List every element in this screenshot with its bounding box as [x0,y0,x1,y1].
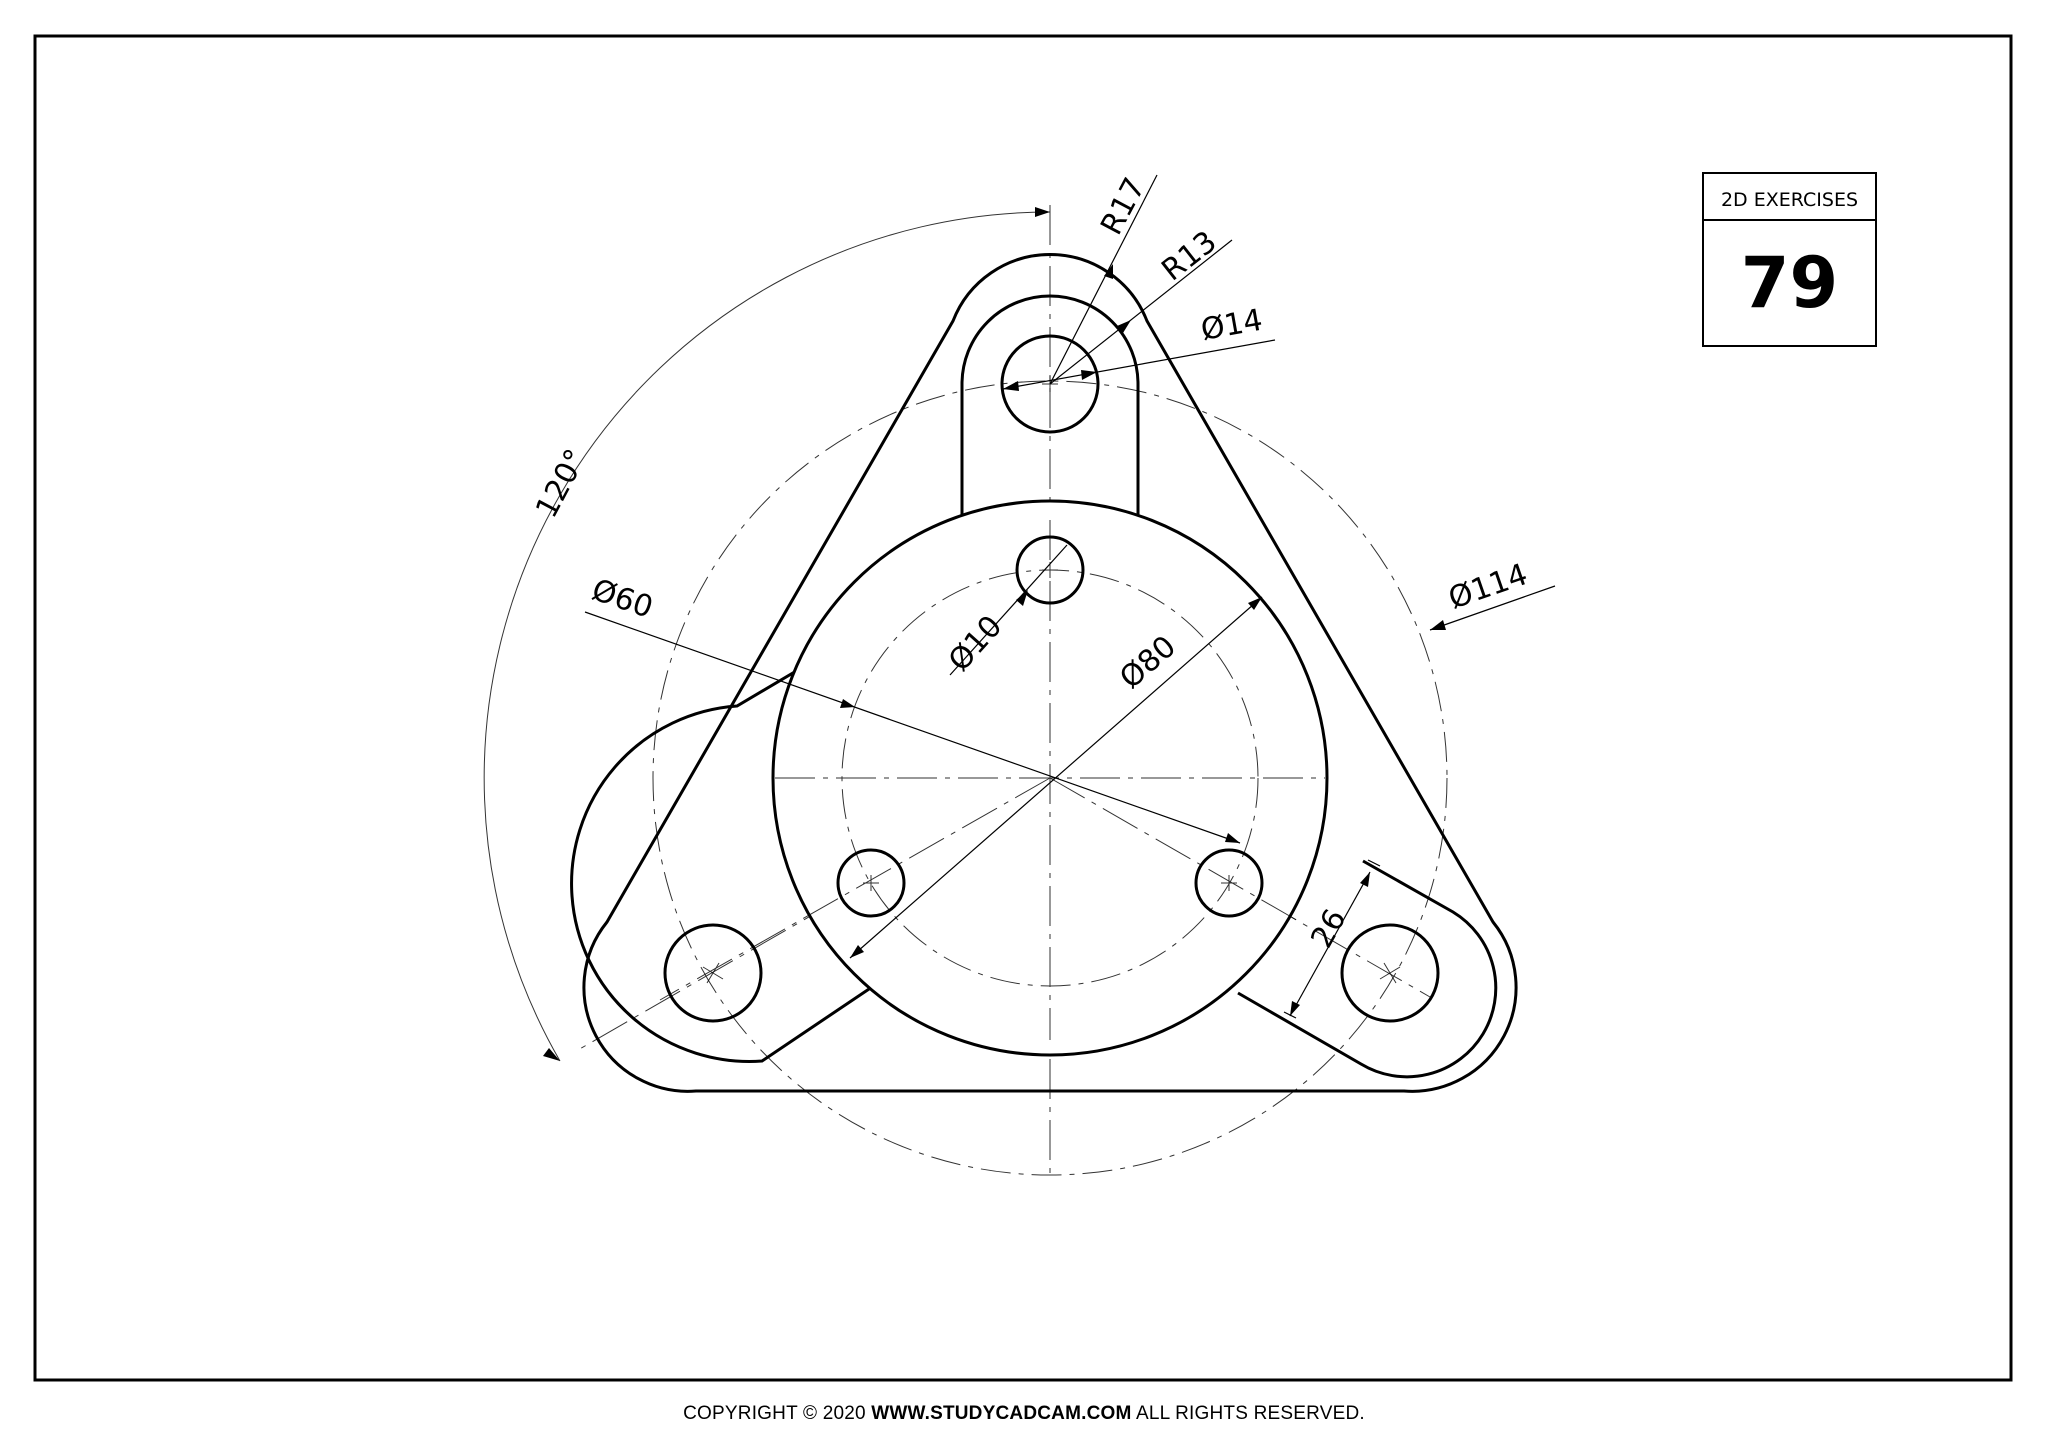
footer-site-link[interactable]: WWW.STUDYCADCAM.COM [871,1403,1132,1424]
arrow-26-b [1290,1001,1300,1016]
footer-prefix: COPYRIGHT © 2020 [683,1403,872,1424]
arrow-dia10 [1016,590,1028,606]
arrow-dia60-b [1225,833,1240,843]
arrow-angle-top [1035,207,1050,217]
label-26: 26 [1304,904,1353,954]
arrow-dia14-a [1003,381,1019,391]
dim-r13-leader [1049,239,1233,385]
dim-26-line [1289,871,1371,1017]
arrow-r17 [1104,264,1113,279]
dim-26-ext-bottom [1283,1011,1297,1019]
boss-left-centre [659,777,1051,1001]
footer-suffix: ALL RIGHTS RESERVED. [1131,1403,1365,1424]
arrow-26-a [1360,872,1370,887]
label-r17: R17 [1094,172,1153,241]
label-r13: R13 [1155,224,1223,288]
label-dia60: Ø60 [587,572,657,625]
arrow-dia114 [1430,620,1446,630]
title-block-heading: 2D EXERCISES [1721,189,1858,211]
triangular-plate-outline [582,253,1518,1093]
label-dia114: Ø114 [1444,557,1532,616]
boss-hole-right [1194,848,1264,918]
arrow-angle-bottom [543,1048,560,1061]
part-outline [570,253,1518,1093]
dim-26-ext-top [1367,859,1381,867]
pitch-circle-114 [652,380,1448,1176]
dim-dia14-leader [1002,339,1276,390]
dim-dia10-leader [949,544,1068,676]
arrow-dia60-a [840,699,855,708]
arrow-dia80-a [850,945,864,958]
dim-dia60-leader [584,611,1241,844]
label-angle-120: 120° [529,444,594,524]
top-lug-outline [960,294,1140,522]
drawing-frame [33,34,2013,1382]
title-block-frame [1702,172,1877,347]
arrow-r13 [1117,320,1131,333]
boss-hole-left [836,848,906,918]
right-lug-outline [1237,859,1498,1079]
dim-dia80-leader [849,596,1263,959]
angle-120-arc [483,211,1051,1062]
label-dia14: Ø14 [1198,303,1265,348]
copyright-footer: COPYRIGHT © 2020 WWW.STUDYCADCAM.COM ALL… [0,1403,2048,1425]
dimension-arrows [543,207,1446,1061]
dim-r17-leader [1049,174,1158,385]
boss-right-centre [1049,777,1301,923]
exercise-number: 79 [1741,242,1838,324]
title-block: 2D EXERCISES 79 [1702,172,1877,347]
left-lug-outline [570,639,873,1063]
dim-dia114-leader [1429,585,1556,631]
left-lug-hole [663,923,763,1023]
dimension-lines [584,174,1556,1019]
arrow-dia14-b [1081,370,1097,380]
arrow-dia80-b [1248,597,1262,610]
right-lug-hole [1340,923,1440,1023]
top-lug-hole [1000,334,1100,434]
